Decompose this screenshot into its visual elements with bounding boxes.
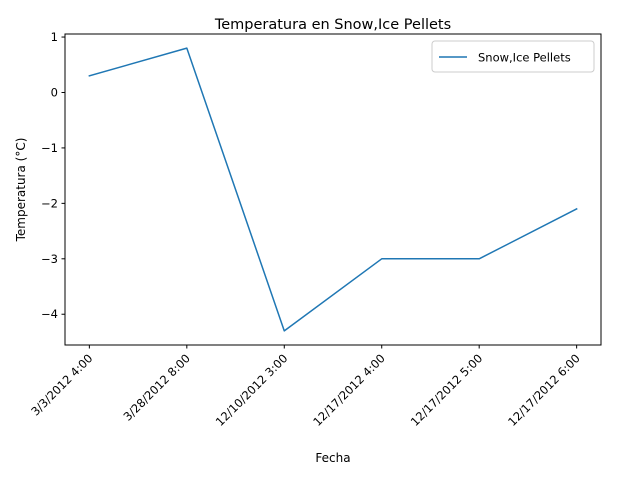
legend-box <box>431 40 595 73</box>
legend: Snow,Ice Pellets <box>431 40 595 73</box>
y-axis-ticks: 1 0 −1 −2 −3 −4 <box>41 30 65 321</box>
legend-series-label: Snow,Ice Pellets <box>478 51 571 65</box>
y-tick-label: 0 <box>51 85 58 99</box>
y-tick-label: −2 <box>41 196 58 210</box>
x-tick-label: 12/17/2012 6:00 <box>505 351 583 429</box>
y-axis-label: Temperatura (°C) <box>14 138 28 243</box>
x-tick-label: 3/28/2012 8:00 <box>120 351 192 423</box>
y-tick-label: 1 <box>51 30 58 44</box>
x-axis-label: Fecha <box>315 451 350 465</box>
plot-frame <box>64 33 602 346</box>
x-tick-label: 3/3/2012 4:00 <box>28 351 95 418</box>
plot-area <box>64 33 602 346</box>
y-tick-label: −4 <box>41 307 58 321</box>
x-axis-ticks: 3/3/2012 4:00 3/28/2012 8:00 12/10/2012 3:… <box>28 345 583 429</box>
x-tick-label: 12/17/2012 5:00 <box>408 351 486 429</box>
series-line-0 <box>88 47 578 332</box>
x-tick-label: 12/17/2012 4:00 <box>310 351 388 429</box>
y-tick-label: −3 <box>41 252 58 266</box>
y-tick-label: −1 <box>41 141 58 155</box>
chart-title: Temperatura en Snow,Ice Pellets <box>214 17 451 33</box>
series-layer <box>88 47 578 332</box>
x-tick-label: 12/10/2012 3:00 <box>213 351 291 429</box>
